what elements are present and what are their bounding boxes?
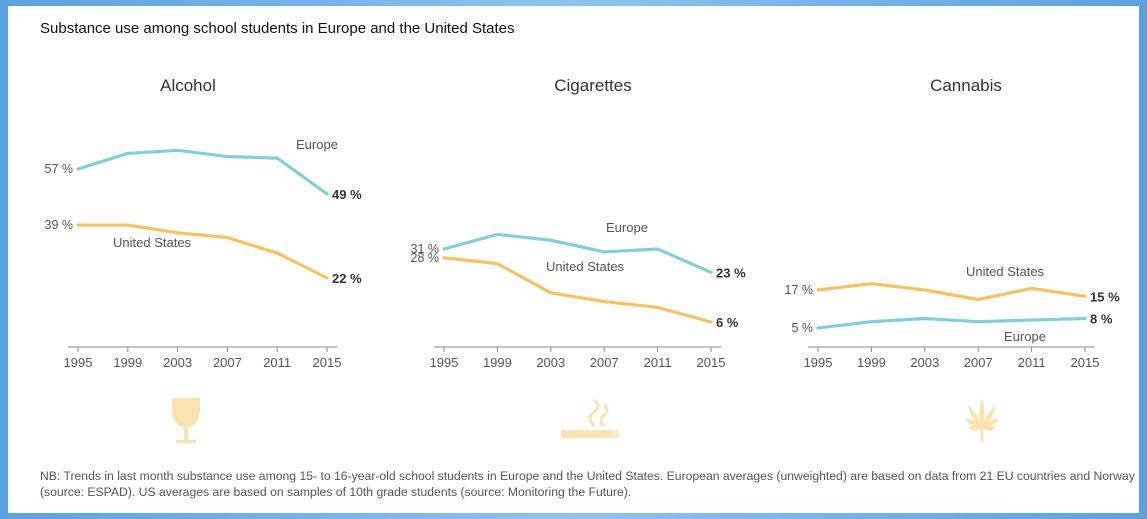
end-value-label: 8 % xyxy=(1090,312,1113,327)
series-line-europe xyxy=(442,232,713,274)
panel-title: Cannabis xyxy=(930,76,1002,95)
x-tick-label: 2003 xyxy=(910,355,939,370)
series-line-united-states xyxy=(76,223,329,280)
leaf-blade xyxy=(982,425,996,431)
figure-title: Substance use among school students in E… xyxy=(40,20,515,37)
x-tick-label: 2007 xyxy=(964,355,993,370)
leaf-stem xyxy=(980,428,984,442)
leaf-blade xyxy=(968,405,982,428)
cannabis-leaf-icon xyxy=(964,398,1000,442)
x-tick-label: 2015 xyxy=(1071,355,1100,370)
leaf-blade xyxy=(964,418,982,428)
start-value-label: 17 % xyxy=(785,283,814,297)
x-tick-label: 2007 xyxy=(213,355,242,370)
smoke-right xyxy=(599,403,609,428)
series-line-united-states xyxy=(442,256,713,324)
x-tick-label: 1995 xyxy=(430,355,459,370)
series-line-europe xyxy=(816,316,1087,330)
wine-glass-icon xyxy=(172,398,200,443)
footnote: NB: Trends in last month substance use a… xyxy=(40,469,1135,499)
end-value-label: 6 % xyxy=(716,315,739,330)
leaf-blade xyxy=(982,418,1000,428)
leaf-blade xyxy=(979,398,985,428)
wine-glass-bowl xyxy=(172,398,200,428)
wine-glass-base xyxy=(176,440,196,443)
start-value-label: 28 % xyxy=(411,251,440,265)
end-value-label: 23 % xyxy=(716,265,746,280)
series-line-europe xyxy=(76,148,329,196)
end-value-label: 15 % xyxy=(1090,289,1120,304)
chart-panel-cigarettes: Cigarettes 1995 1999 2003 2007 2011 2015 31 % 23… xyxy=(411,76,746,438)
x-tick-label: 2007 xyxy=(590,355,619,370)
chart-panel-alcohol: Alcohol 1995 1999 2003 2007 2011 2015 57 % 49 % E… xyxy=(45,76,362,443)
series-name-label: Europe xyxy=(296,137,338,152)
series-name-label: United States xyxy=(113,235,192,250)
series-name-label: Europe xyxy=(606,220,648,235)
series-line-united-states xyxy=(816,282,1087,302)
cigarette-tip xyxy=(611,430,619,438)
x-tick-label: 2011 xyxy=(263,355,291,370)
series-name-label: Europe xyxy=(1004,329,1046,344)
x-tick-label: 1999 xyxy=(113,355,142,370)
x-tick-label: 2015 xyxy=(697,355,726,370)
wine-glass-stem xyxy=(184,427,188,441)
x-tick-label: 1995 xyxy=(804,355,833,370)
start-value-label: 57 % xyxy=(45,162,74,176)
start-value-label: 31 % xyxy=(411,242,440,256)
end-value-label: 22 % xyxy=(332,271,362,286)
charts-svg: Alcohol 1995 1999 2003 2007 2011 2015 57 % 49 % E… xyxy=(45,76,1120,443)
end-value-label: 49 % xyxy=(332,187,362,202)
cigarette-body xyxy=(561,430,611,438)
panel-title: Cigarettes xyxy=(554,76,631,95)
x-tick-label: 2011 xyxy=(644,355,672,370)
x-tick-label: 2011 xyxy=(1018,355,1046,370)
start-value-label: 5 % xyxy=(791,321,813,335)
x-tick-label: 1999 xyxy=(483,355,512,370)
chart-card: Substance use among school students in E… xyxy=(8,6,1139,513)
smoke-left xyxy=(588,398,600,428)
start-value-label: 39 % xyxy=(45,218,74,232)
x-tick-label: 2015 xyxy=(313,355,342,370)
x-tick-label: 1995 xyxy=(64,355,93,370)
chart-panel-cannabis: Cannabis 1995 1999 2003 2007 2011 2015 17 % 15 %… xyxy=(785,76,1120,442)
panel-title: Alcohol xyxy=(160,76,216,95)
series-name-label: United States xyxy=(546,259,625,274)
cigarette-icon xyxy=(561,398,619,438)
x-tick-label: 2003 xyxy=(536,355,565,370)
series-name-label: United States xyxy=(966,264,1045,279)
leaf-blade xyxy=(982,405,996,428)
x-tick-label: 2003 xyxy=(163,355,192,370)
leaf-blade xyxy=(968,425,982,431)
x-tick-label: 1999 xyxy=(857,355,886,370)
